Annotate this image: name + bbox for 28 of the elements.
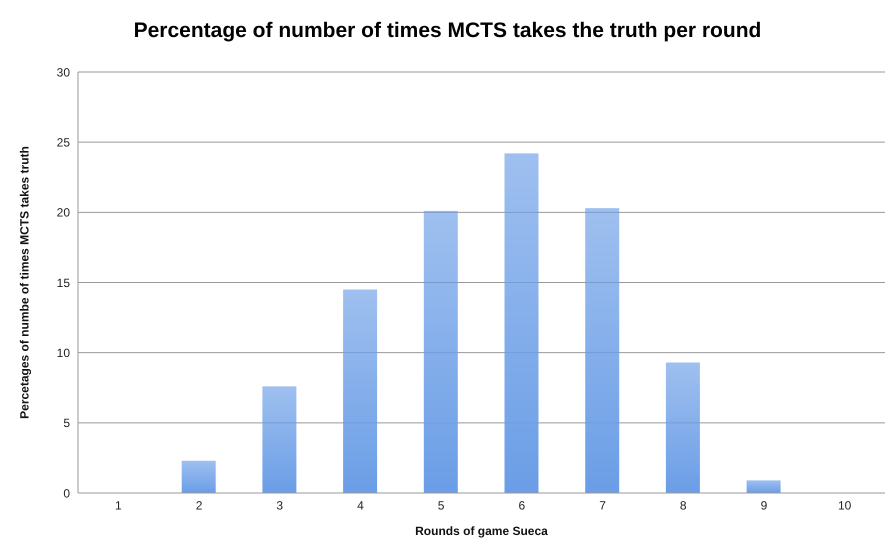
x-tick-label: 7 [599,498,606,513]
x-tick-label: 1 [115,498,122,513]
bar [504,153,538,493]
y-tick-label: 10 [56,346,70,360]
x-tick-label: 10 [838,498,852,513]
x-tick-label: 6 [518,498,526,513]
bar [182,460,216,493]
bar [262,386,296,493]
chart-title: Percentage of number of times MCTS takes the truth per round [132,18,762,44]
x-tick-label: 2 [196,498,203,513]
x-axis-title: Rounds of game Sueca [415,524,548,538]
bar [746,480,781,493]
y-tick-label: 5 [63,416,70,430]
y-axis-title: Percetages of numbe of times MCTS takes truth [17,146,32,419]
y-tick-label: 15 [56,276,70,290]
x-tick-label: 4 [357,498,364,513]
y-tick-label: 0 [63,486,70,500]
bar [343,290,378,493]
y-tick-label: 25 [56,135,70,150]
x-tick-label: 8 [680,498,687,513]
bar [585,208,620,493]
x-tick-label: 3 [276,498,284,513]
y-tick-label: 30 [56,65,70,80]
bar [424,210,458,493]
bar [666,362,700,493]
x-tick-label: 5 [438,498,445,513]
x-tick-label: 9 [760,498,768,513]
y-tick-label: 20 [56,206,70,220]
